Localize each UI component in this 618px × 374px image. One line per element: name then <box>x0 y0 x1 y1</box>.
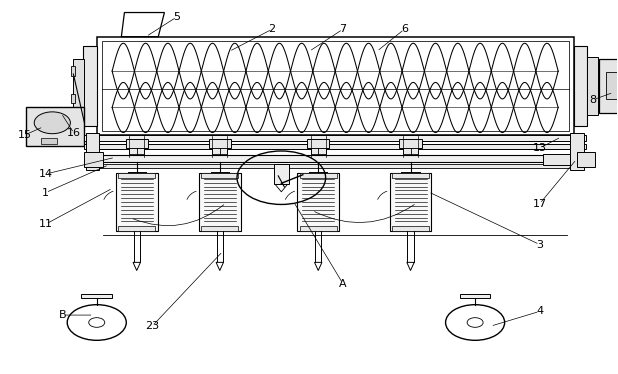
Bar <box>199 173 240 231</box>
Bar <box>125 139 148 148</box>
Bar <box>71 94 75 104</box>
Text: A: A <box>339 279 347 288</box>
Bar <box>91 156 580 162</box>
Bar <box>71 66 75 76</box>
Text: 3: 3 <box>536 239 543 249</box>
Bar <box>86 133 99 170</box>
Bar <box>403 148 418 154</box>
Text: 2: 2 <box>269 24 276 34</box>
Bar <box>599 59 618 113</box>
Text: 14: 14 <box>38 169 53 179</box>
Bar <box>300 173 337 178</box>
Bar <box>460 294 491 298</box>
Bar <box>85 144 586 149</box>
Bar <box>201 173 239 178</box>
Polygon shape <box>121 12 164 37</box>
Polygon shape <box>315 262 322 270</box>
Text: 6: 6 <box>401 24 408 34</box>
Bar <box>74 59 85 113</box>
Polygon shape <box>407 262 414 270</box>
Bar <box>389 173 431 231</box>
Bar <box>118 173 155 178</box>
Bar <box>209 139 231 148</box>
Bar <box>574 46 587 126</box>
Text: 13: 13 <box>533 143 547 153</box>
Bar <box>213 148 227 154</box>
Bar <box>116 173 158 231</box>
Bar <box>392 173 429 178</box>
Bar <box>97 37 574 135</box>
Bar <box>83 46 97 126</box>
Bar <box>300 226 337 231</box>
Polygon shape <box>275 184 287 192</box>
Text: 4: 4 <box>536 306 543 316</box>
Text: 5: 5 <box>173 12 180 22</box>
Bar <box>201 226 239 231</box>
Bar <box>274 163 289 184</box>
Bar <box>543 154 570 165</box>
Text: 15: 15 <box>18 130 32 140</box>
Bar <box>297 173 339 231</box>
Circle shape <box>34 112 70 134</box>
Bar <box>587 57 598 114</box>
Bar <box>311 148 326 154</box>
Bar <box>85 152 103 166</box>
Bar <box>570 133 584 170</box>
Bar <box>392 226 429 231</box>
Text: 1: 1 <box>42 188 49 197</box>
Bar <box>85 135 586 141</box>
Bar <box>26 107 85 146</box>
Bar <box>91 163 580 168</box>
Text: 11: 11 <box>39 219 53 229</box>
Bar <box>606 73 618 99</box>
Bar <box>307 139 329 148</box>
Text: 17: 17 <box>533 199 547 209</box>
Bar <box>129 148 144 154</box>
Text: B: B <box>59 310 67 320</box>
Text: 16: 16 <box>67 128 81 138</box>
Text: 8: 8 <box>590 95 597 105</box>
Polygon shape <box>133 262 140 270</box>
Text: 23: 23 <box>145 321 159 331</box>
Polygon shape <box>216 262 224 270</box>
Text: 7: 7 <box>339 24 347 34</box>
Bar <box>118 226 155 231</box>
Bar <box>102 41 569 131</box>
Bar <box>399 139 421 148</box>
Bar <box>41 138 57 144</box>
Bar <box>577 152 595 166</box>
Bar <box>82 294 112 298</box>
